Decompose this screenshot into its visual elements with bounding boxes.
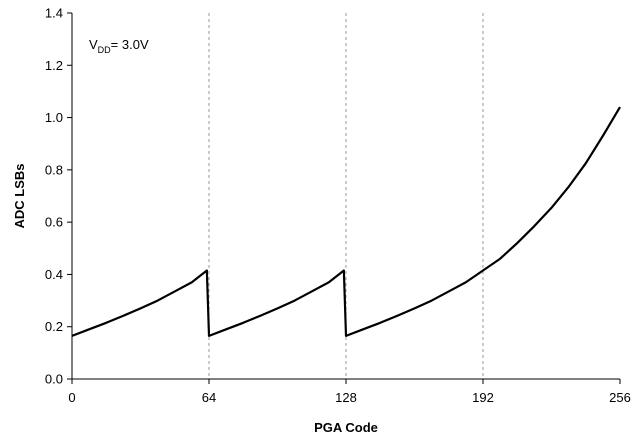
vdd-annotation-sub: DD (98, 45, 111, 55)
vdd-annotation-rest: = 3.0V (111, 37, 149, 52)
x-tick-label-3: 192 (472, 390, 494, 405)
series-line-0 (71, 106, 621, 337)
y-tick-label-6: 1.2 (45, 58, 63, 73)
vdd-annotation: VDD= 3.0V (89, 37, 149, 55)
x-axis-title: PGA Code (314, 420, 378, 435)
series-layer (71, 106, 621, 337)
y-tick-label-3: 0.6 (45, 215, 63, 230)
y-tick-label-2: 0.4 (45, 267, 63, 282)
grid (208, 13, 484, 379)
x-tick-label-2: 128 (335, 390, 357, 405)
x-tick-label-1: 64 (202, 390, 216, 405)
y-axis-title: ADC LSBs (12, 163, 27, 228)
ticks: 0.0 0.2 0.4 0.6 0.8 1.0 1.2 1.4 0 64 128 192 256 (45, 6, 631, 406)
y-tick-label-7: 1.4 (45, 6, 63, 21)
x-tick-label-0: 0 (68, 390, 75, 405)
y-tick-label-1: 0.2 (45, 319, 63, 334)
vdd-annotation-main: V (89, 37, 98, 52)
y-tick-label-4: 0.8 (45, 162, 63, 177)
x-tick-label-4: 256 (609, 390, 631, 405)
y-tick-label-5: 1.0 (45, 110, 63, 125)
y-tick-label-0: 0.0 (45, 372, 63, 387)
